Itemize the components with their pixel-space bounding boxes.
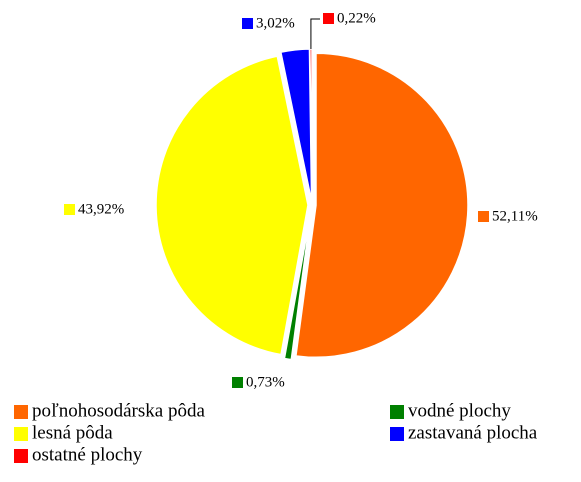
legend-label: vodné plochy <box>408 400 511 421</box>
leader-line <box>310 18 320 50</box>
pie-slice <box>295 52 469 359</box>
label-marker <box>478 211 489 222</box>
label-marker <box>242 18 253 29</box>
pie-slice <box>283 208 313 361</box>
label-marker <box>64 204 75 215</box>
legend-swatch <box>390 427 404 441</box>
legend-label: ostatné plochy <box>32 444 143 465</box>
legend-label: lesná pôda <box>32 422 113 443</box>
data-label: 0,73% <box>246 374 285 390</box>
legend-label: poľnohosodárska pôda <box>32 400 205 421</box>
pie-slice <box>155 55 309 356</box>
label-marker <box>323 13 334 24</box>
data-label: 52,11% <box>492 208 538 224</box>
legend-swatch <box>14 405 28 419</box>
legend-label: zastavaná plocha <box>408 422 538 443</box>
label-marker <box>232 377 243 388</box>
legend-swatch <box>390 405 404 419</box>
legend-swatch <box>14 427 28 441</box>
data-label: 3,02% <box>256 15 295 31</box>
data-label: 0,22% <box>337 10 376 26</box>
legend-swatch <box>14 449 28 463</box>
data-label: 43,92% <box>78 201 124 217</box>
